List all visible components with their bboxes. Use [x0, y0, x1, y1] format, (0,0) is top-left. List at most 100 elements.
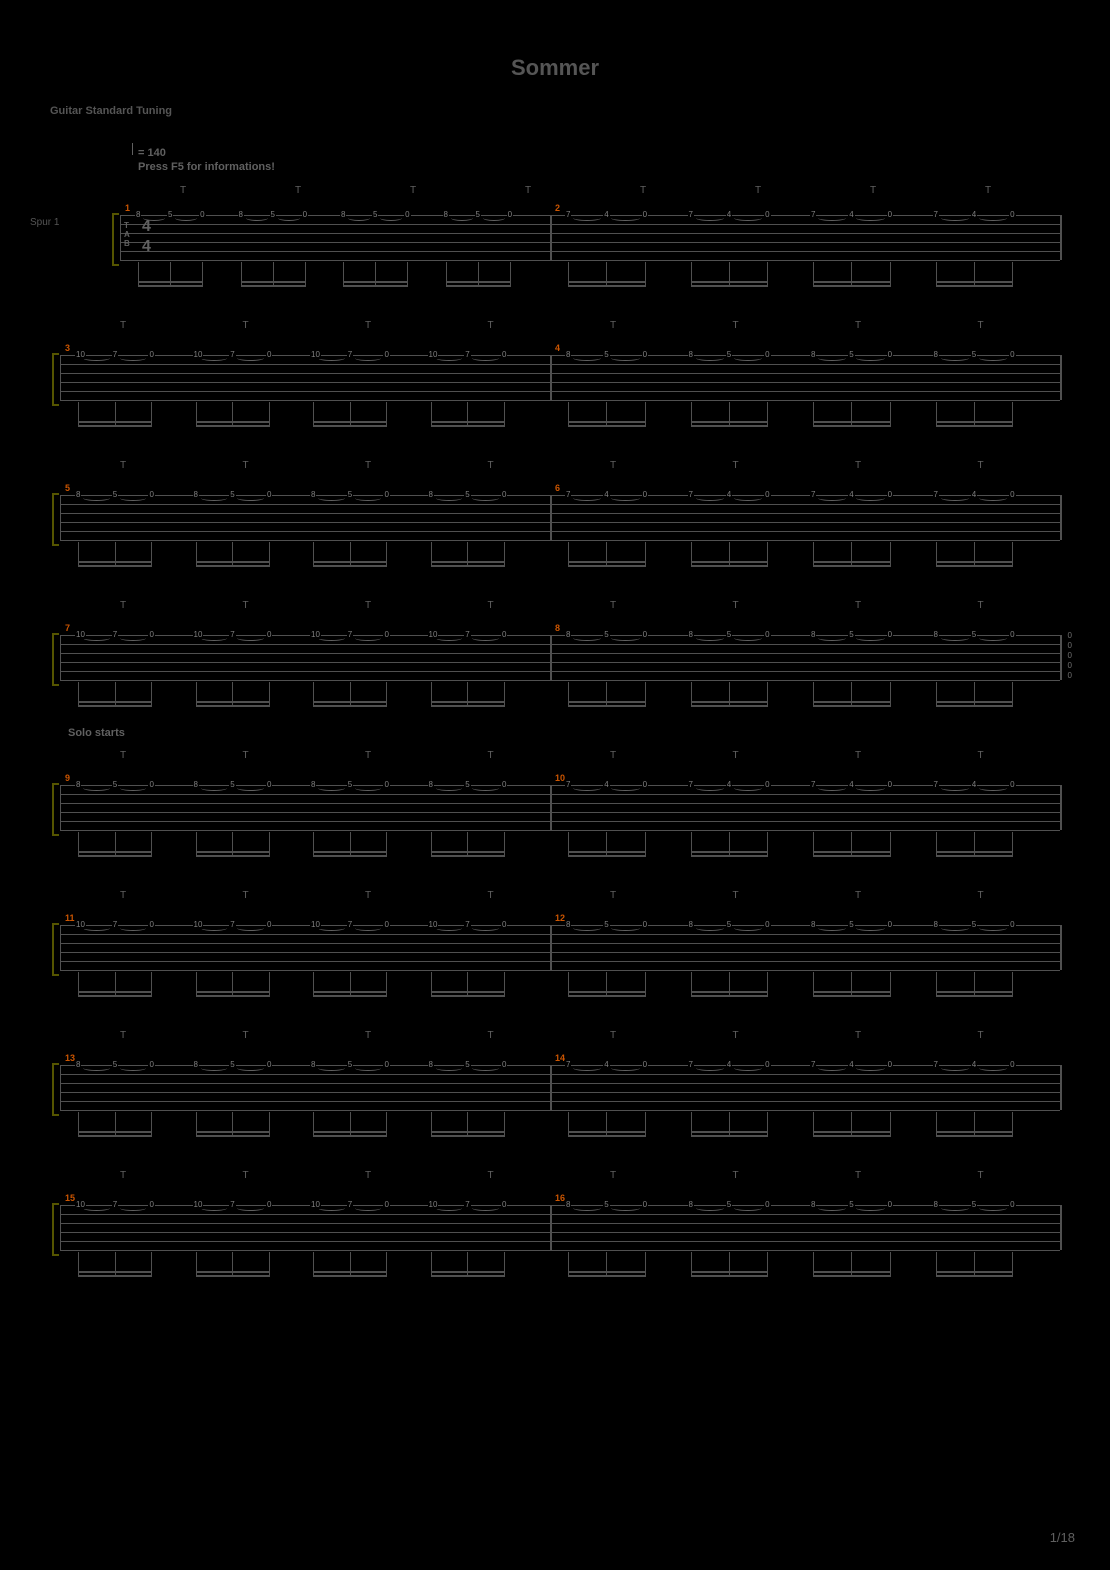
fret-number: 8: [565, 350, 571, 359]
tapping-mark: T: [243, 1030, 249, 1041]
fret-number: 5: [971, 350, 977, 359]
fret-number: 5: [726, 1200, 732, 1209]
fret-number: 0: [887, 1060, 893, 1069]
fret-number: 0: [642, 210, 648, 219]
tab-staff: [60, 925, 1060, 970]
fret-number: 0: [404, 210, 410, 219]
fret-number: 0: [383, 490, 389, 499]
fret-number: 4: [726, 780, 732, 789]
page-title: Sommer: [0, 0, 1110, 81]
fret-number: 8: [565, 920, 571, 929]
fret-number: 0: [501, 1200, 507, 1209]
tapping-mark: T: [978, 750, 984, 761]
fret-number: 7: [464, 630, 470, 639]
fret-number: 4: [726, 490, 732, 499]
tempo-label: = 140: [138, 147, 166, 159]
tab-staff: [60, 1205, 1060, 1250]
tapping-mark: T: [120, 890, 126, 901]
measure-number: 4: [555, 343, 560, 353]
tapping-mark: T: [855, 1170, 861, 1181]
fret-number: 5: [112, 490, 118, 499]
fret-number: 7: [464, 920, 470, 929]
fret-number: 5: [726, 630, 732, 639]
fret-number: 0: [501, 350, 507, 359]
fret-number: 7: [810, 780, 816, 789]
fret-number: 8: [688, 630, 694, 639]
fret-number: 0: [199, 210, 205, 219]
fret-number: 10: [75, 1200, 86, 1209]
fret-number: 8: [193, 1060, 199, 1069]
fret-number: 0: [887, 630, 893, 639]
fret-number: 8: [310, 1060, 316, 1069]
tapping-mark: T: [120, 1030, 126, 1041]
fret-number: 0: [148, 490, 154, 499]
tapping-mark: T: [610, 1170, 616, 1181]
fret-number: 7: [112, 1200, 118, 1209]
fret-number: 0: [887, 210, 893, 219]
fret-number: 0: [383, 780, 389, 789]
fret-number: 5: [112, 780, 118, 789]
fret-number: 4: [603, 780, 609, 789]
fret-number: 10: [193, 1200, 204, 1209]
staff-bracket: [112, 213, 119, 266]
fret-number: 8: [135, 210, 141, 219]
fret-number: 10: [428, 920, 439, 929]
fret-number: 4: [971, 210, 977, 219]
tapping-mark: T: [610, 600, 616, 611]
fret-number: 0: [642, 780, 648, 789]
tapping-mark: T: [365, 1030, 371, 1041]
end-chord: 00000: [1068, 631, 1072, 681]
tapping-mark: T: [243, 460, 249, 471]
tapping-mark: T: [978, 1030, 984, 1041]
fret-number: 10: [310, 920, 321, 929]
fret-number: 0: [642, 920, 648, 929]
fret-number: 5: [229, 780, 235, 789]
fret-number: 0: [266, 630, 272, 639]
tapping-mark: T: [120, 320, 126, 331]
tapping-mark: T: [295, 185, 301, 196]
fret-number: 7: [810, 490, 816, 499]
tapping-mark: T: [610, 460, 616, 471]
fret-number: 0: [383, 920, 389, 929]
fret-number: 8: [933, 1200, 939, 1209]
instruction-label: Press F5 for informations!: [138, 161, 275, 173]
fret-number: 0: [887, 350, 893, 359]
fret-number: 5: [347, 1060, 353, 1069]
tab-staff: [60, 635, 1060, 680]
tapping-mark: T: [180, 185, 186, 196]
fret-number: 7: [112, 630, 118, 639]
fret-number: 5: [229, 490, 235, 499]
fret-number: 8: [310, 490, 316, 499]
fret-number: 5: [464, 780, 470, 789]
fret-number: 0: [383, 630, 389, 639]
fret-number: 5: [112, 1060, 118, 1069]
fret-number: 8: [428, 1060, 434, 1069]
fret-number: 10: [310, 630, 321, 639]
fret-number: 8: [340, 210, 346, 219]
fret-number: 0: [1009, 630, 1015, 639]
fret-number: 5: [726, 350, 732, 359]
fret-number: 0: [1009, 210, 1015, 219]
fret-number: 4: [848, 490, 854, 499]
fret-number: 5: [971, 920, 977, 929]
fret-number: 7: [933, 1060, 939, 1069]
fret-number: 7: [112, 350, 118, 359]
fret-number: 0: [148, 350, 154, 359]
tapping-mark: T: [488, 750, 494, 761]
fret-number: 7: [347, 630, 353, 639]
fret-number: 5: [603, 1200, 609, 1209]
staff-bracket: [52, 493, 59, 546]
fret-number: 5: [726, 920, 732, 929]
fret-number: 0: [507, 210, 513, 219]
fret-number: 7: [565, 1060, 571, 1069]
fret-number: 7: [565, 780, 571, 789]
tapping-mark: T: [978, 320, 984, 331]
fret-number: 8: [428, 490, 434, 499]
measure-number: 16: [555, 1193, 565, 1203]
fret-number: 0: [887, 490, 893, 499]
fret-number: 0: [266, 780, 272, 789]
fret-number: 8: [238, 210, 244, 219]
fret-number: 7: [933, 210, 939, 219]
fret-number: 7: [688, 490, 694, 499]
tab-staff: [60, 215, 1060, 260]
